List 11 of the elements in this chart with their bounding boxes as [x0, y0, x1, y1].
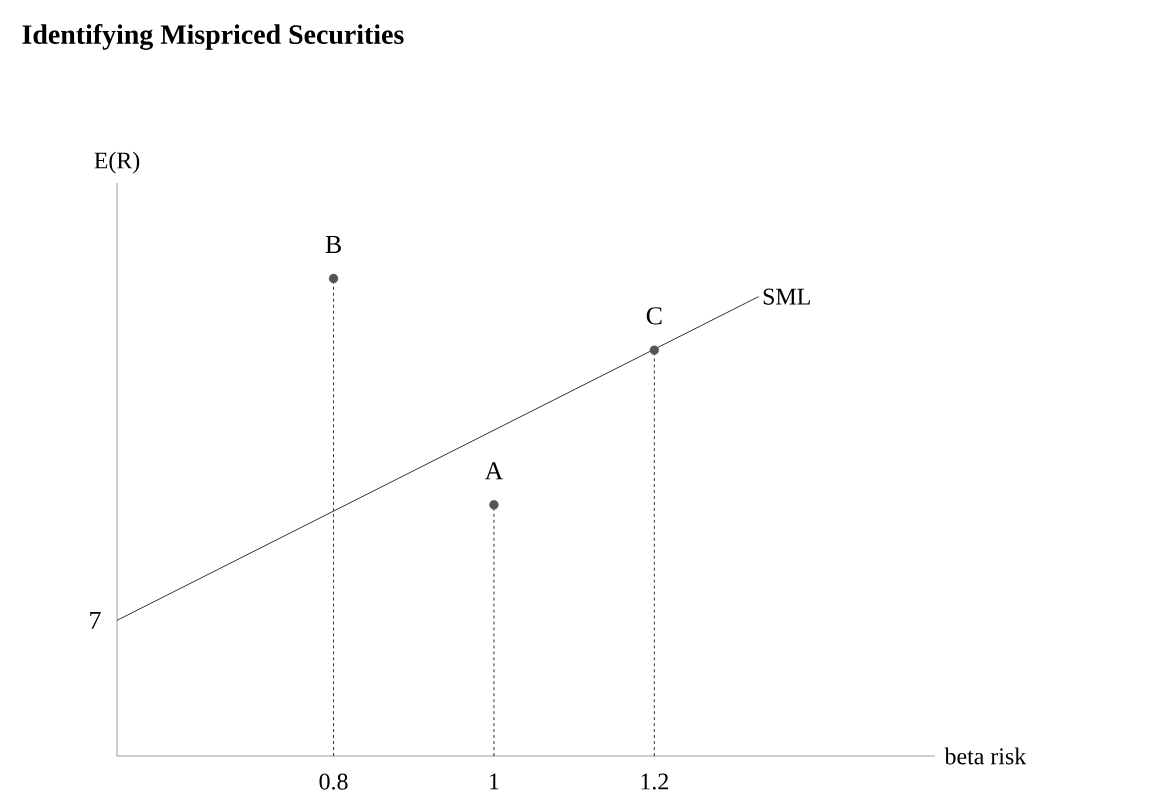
- annotation: B: [325, 235, 341, 253]
- x-tick-label: 0.8: [319, 773, 348, 790]
- series-label: SML: [763, 288, 810, 305]
- y-axis-title: E(R): [94, 151, 140, 174]
- x-tick-label: 1: [490, 773, 499, 790]
- annotation: C: [646, 307, 662, 325]
- annotation: A: [484, 462, 504, 480]
- x-tick-label: 1.2: [641, 773, 668, 790]
- x-axis-title: beta risk: [944, 747, 1027, 765]
- annotation: 7: [90, 611, 101, 629]
- chart-title: Identifying Mispriced Securities: [22, 24, 404, 50]
